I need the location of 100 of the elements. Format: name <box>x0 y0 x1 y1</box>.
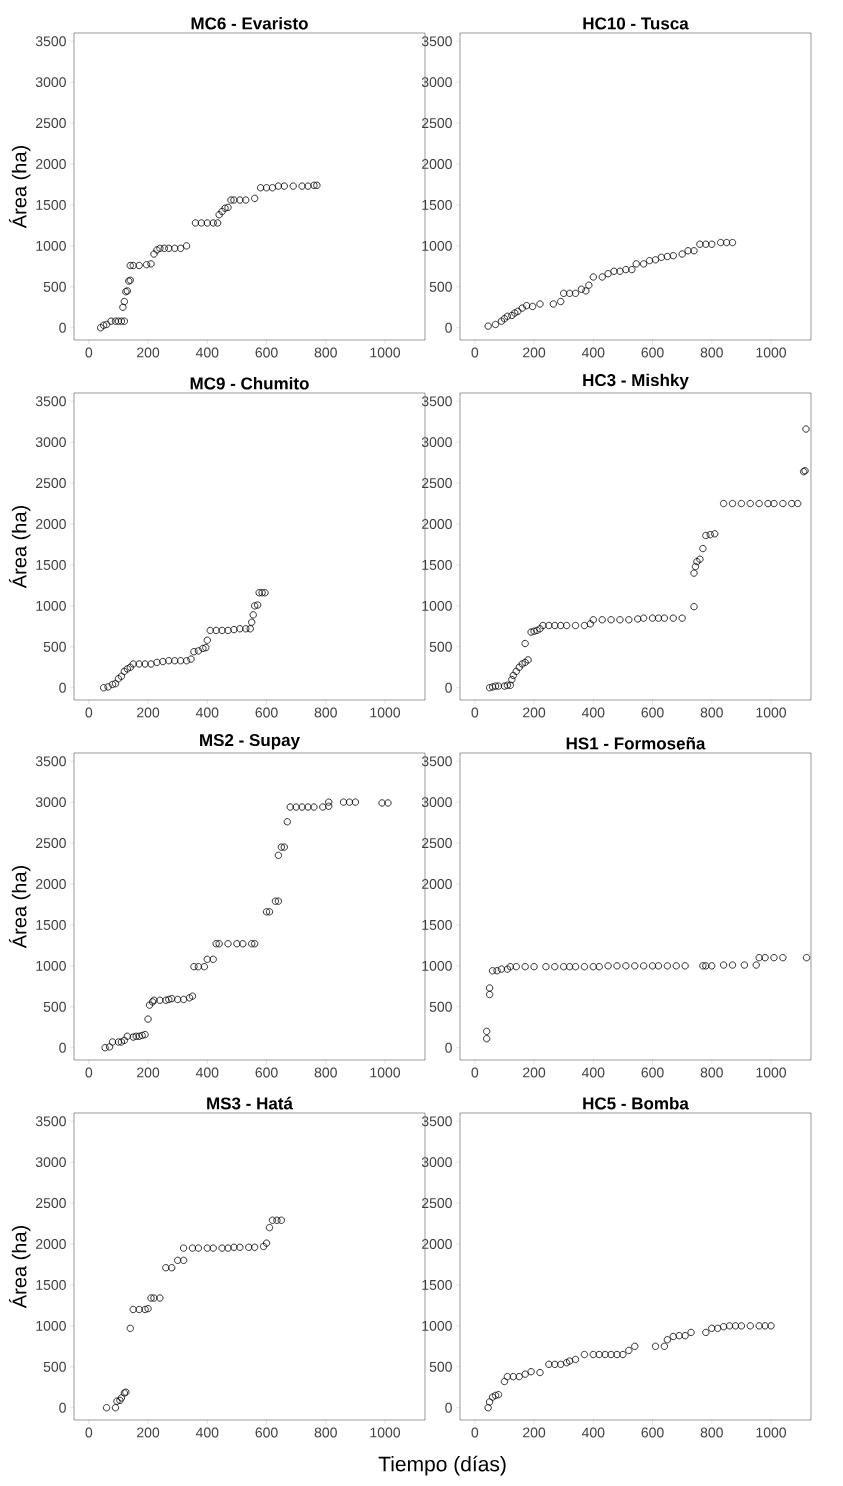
point <box>129 1305 137 1314</box>
point <box>571 1355 580 1364</box>
point <box>236 196 244 204</box>
point <box>174 995 182 1004</box>
point <box>171 244 179 252</box>
point <box>135 1032 143 1040</box>
x-tick-label: 800 <box>314 347 337 358</box>
point <box>224 940 232 948</box>
point <box>162 1264 170 1272</box>
point <box>663 962 671 970</box>
point <box>117 317 125 325</box>
point <box>108 680 117 689</box>
point <box>259 1242 268 1251</box>
point <box>378 799 386 807</box>
point <box>150 1294 158 1302</box>
x-tick-label: 1000 <box>756 1427 787 1438</box>
point <box>286 803 294 811</box>
y-tick-label: 3500 <box>35 756 66 767</box>
point <box>168 995 176 1003</box>
point <box>669 252 677 260</box>
point <box>242 625 250 633</box>
point <box>142 261 151 269</box>
point <box>273 1216 281 1224</box>
point <box>563 1359 571 1367</box>
y-tick-label: 3000 <box>421 1157 452 1168</box>
point <box>645 257 654 265</box>
point <box>500 315 509 323</box>
point <box>105 1043 114 1051</box>
point <box>104 683 112 691</box>
point <box>527 1368 535 1376</box>
y-tick-label: 500 <box>43 1001 66 1012</box>
point <box>153 246 161 254</box>
point <box>182 242 191 250</box>
x-tick-label: 800 <box>700 347 723 358</box>
point <box>119 303 127 311</box>
point <box>251 1243 259 1251</box>
point <box>672 962 680 970</box>
point <box>129 1033 137 1041</box>
point <box>283 818 291 826</box>
y-tick-label: 1000 <box>422 600 452 611</box>
x-tick-label: 800 <box>700 707 723 718</box>
x-tick-label: 600 <box>255 707 278 718</box>
x-tick-label: 600 <box>641 347 664 358</box>
point <box>557 1360 565 1368</box>
x-tick-label: 200 <box>137 347 160 358</box>
point <box>165 244 173 252</box>
y-tick-label: 1500 <box>422 1279 452 1290</box>
point <box>132 1032 140 1040</box>
x-tick-label: 1000 <box>370 1067 401 1078</box>
point <box>580 1350 588 1359</box>
point <box>165 995 173 1004</box>
x-tick-label: 400 <box>195 1067 219 1078</box>
x-tick-label: 400 <box>195 347 219 358</box>
point <box>604 270 612 278</box>
y-tick-label: 0 <box>59 682 66 693</box>
point <box>101 1044 109 1052</box>
x-tick-label: 200 <box>523 707 546 718</box>
chart-title: MS2 - Supay <box>200 734 300 750</box>
point <box>681 1332 689 1340</box>
point <box>280 182 288 190</box>
point <box>632 260 640 268</box>
point <box>271 897 280 905</box>
point <box>100 684 108 692</box>
point <box>545 1360 553 1368</box>
y-tick-label: 1500 <box>422 199 452 210</box>
y-tick-label: 2500 <box>36 118 66 129</box>
point <box>304 803 312 811</box>
chart-title: HC5 - Bomba <box>583 1097 689 1110</box>
y-tick-label: 2500 <box>422 838 452 849</box>
point <box>530 963 538 971</box>
x-axis-title: Tiempo (días) <box>378 1455 506 1476</box>
point <box>298 803 306 811</box>
point <box>503 312 511 320</box>
point <box>147 1294 155 1302</box>
point <box>560 289 568 297</box>
point <box>717 238 725 247</box>
point <box>622 266 630 274</box>
point <box>503 1373 511 1381</box>
x-tick-label: 400 <box>581 707 605 718</box>
point <box>265 1224 274 1232</box>
x-tick-label: 200 <box>523 1067 546 1078</box>
x-tick-label: 600 <box>641 1427 664 1438</box>
chart-title: HC10 - Tusca <box>583 17 689 30</box>
point <box>779 954 787 962</box>
y-tick-label: 3500 <box>35 1116 66 1127</box>
point <box>221 204 229 212</box>
point <box>177 657 185 665</box>
point <box>565 1357 574 1365</box>
point <box>536 300 544 308</box>
point <box>319 803 327 811</box>
y-tick-label: 3000 <box>35 77 66 88</box>
point <box>580 963 588 971</box>
point <box>203 955 211 963</box>
point <box>518 304 526 312</box>
point <box>197 219 205 227</box>
point <box>610 267 618 275</box>
point <box>107 317 115 325</box>
y-tick-label: 2000 <box>422 159 452 169</box>
y-tick-label: 2000 <box>36 879 66 889</box>
x-tick-label: 0 <box>471 707 479 718</box>
